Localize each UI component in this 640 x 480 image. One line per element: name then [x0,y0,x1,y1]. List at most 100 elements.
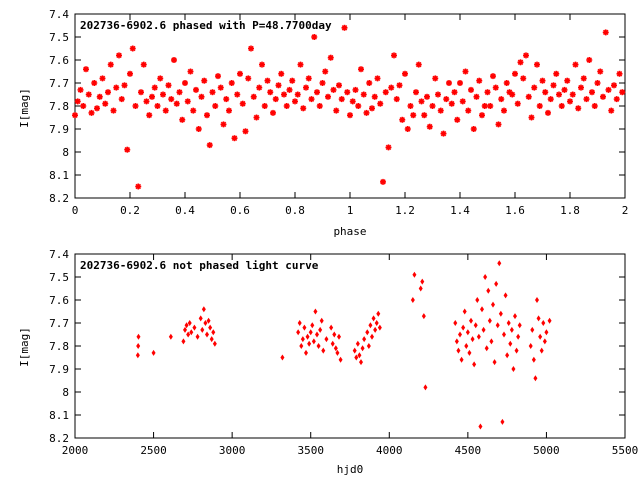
data-point [215,73,221,80]
data-point [503,292,508,299]
data-point [182,80,188,86]
data-point [80,103,87,109]
data-points [135,260,552,430]
data-point [74,98,81,105]
data-point [567,98,573,105]
data-point [480,306,484,313]
y-tick-label: 7.8 [49,100,69,113]
data-point [318,326,323,333]
data-point [187,68,194,75]
data-point [514,100,521,107]
data-point [192,324,197,331]
data-point [591,103,598,109]
data-point [374,320,379,326]
data-point [135,352,140,359]
data-point [569,91,576,98]
data-point [528,114,535,121]
data-point [187,320,192,326]
data-point [253,114,260,121]
data-point [503,80,510,86]
data-point [83,66,89,73]
y-axis-ticks: 7.4 7.5 7.6 7.7 7.8 7.9 8 8.1 8.2 [49,248,625,445]
data-point [589,89,595,96]
data-point [500,418,505,425]
data-point [370,333,374,340]
y-tick-label: 8.1 [49,169,69,182]
data-point [489,338,494,345]
data-point [237,70,243,77]
x-tick-label: 3000 [219,444,246,457]
data-point [487,317,492,324]
data-point [490,73,496,80]
data-point [267,89,274,96]
data-point [402,70,408,77]
data-point [206,142,213,149]
data-point [544,329,549,336]
data-point [418,98,425,105]
data-point [184,98,191,105]
y-tick-label: 8.2 [49,432,69,445]
data-point [110,107,117,114]
data-point [85,91,92,98]
x-tick-label: 1.2 [395,204,415,217]
data-point [286,86,293,93]
data-point [547,96,554,103]
data-point [311,34,318,40]
data-point [530,326,535,333]
data-point [250,93,257,100]
data-point [512,70,518,77]
x-tick-label: 2 [622,204,629,217]
data-point [327,54,334,61]
x-tick-label: 1.8 [560,204,580,217]
y-tick-label: 7.6 [49,54,69,67]
data-point [322,68,329,75]
data-point [176,89,183,96]
data-point [602,29,609,36]
data-point [451,89,458,96]
data-point [388,84,395,91]
data-point [96,93,103,100]
x-axis-ticks: 0 0.2 0.4 0.6 0.8 1 1.2 1.4 1.6 1.8 2 [72,14,629,217]
y-tick-label: 7.5 [49,31,69,44]
data-point [380,178,386,185]
y-tick-label: 7.8 [49,340,69,353]
data-point [355,340,360,347]
chart-title: 202736-6902.6 not phased light curve [80,259,319,272]
data-point [283,103,290,109]
x-tick-label: 0 [72,204,79,217]
data-point [116,52,122,59]
data-point [393,96,400,103]
data-point [468,86,474,93]
data-point [209,89,216,96]
data-point [360,91,367,98]
data-point [105,89,111,96]
data-point [203,320,208,326]
data-point [542,89,549,96]
data-point [151,349,156,356]
data-point [373,326,378,333]
data-point [501,107,507,114]
data-point [308,96,315,103]
data-point [330,340,335,347]
data-point [305,333,310,340]
data-point [316,343,321,349]
data-point [136,333,141,340]
data-point [613,96,620,103]
data-point [535,297,539,303]
data-point [259,61,265,68]
data-point [209,336,214,343]
data-point [558,103,565,109]
data-point [200,326,205,333]
unphased-light-curve-panel: 7.4 7.5 7.6 7.7 7.8 7.9 8 8.1 8.2 2000 2500 3000 35… [18,248,638,476]
data-point [245,75,252,82]
data-point [242,128,249,135]
data-point [94,105,100,112]
data-point [297,320,302,326]
data-point [129,45,136,52]
data-point [143,98,150,105]
x-axis-ticks: 2000 2500 3000 3500 4000 4500 5000 5500 [62,254,638,457]
data-point [344,89,351,96]
data-point [329,324,334,331]
x-tick-label: 3500 [297,444,324,457]
